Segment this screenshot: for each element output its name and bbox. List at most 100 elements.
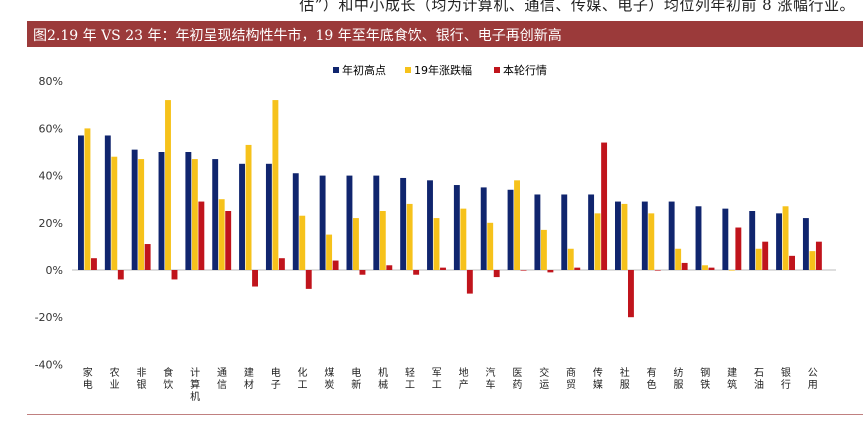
figure-title-banner: 图2.19 年 VS 23 年：年初呈现结构性牛市，19 年至年底食饮、银行、电…	[27, 21, 863, 47]
bar-1	[78, 135, 84, 270]
bar-2	[675, 248, 682, 270]
bar-2	[218, 199, 225, 270]
x-tick-char: 媒	[593, 379, 603, 391]
x-tick-label: 家电	[83, 366, 93, 391]
bar-1	[373, 175, 380, 270]
y-tick-label: 0%	[46, 264, 63, 277]
x-tick-char: 社	[620, 366, 630, 379]
x-tick-char: 贸	[566, 379, 576, 391]
x-tick-char: 服	[673, 379, 683, 391]
x-tick-char: 银	[781, 366, 791, 379]
bar-3	[628, 270, 634, 318]
bar-1	[641, 201, 648, 270]
figure-title: 图2.19 年 VS 23 年：年初呈现结构性牛市，19 年至年底食饮、银行、电…	[33, 28, 562, 44]
bar-3	[601, 142, 608, 270]
bar-3	[332, 260, 339, 270]
x-tick-label: 化工	[298, 366, 308, 391]
x-tick-label: 医药	[512, 367, 522, 391]
x-tick-char: 械	[378, 378, 388, 391]
bar-2	[245, 144, 252, 270]
x-tick-char: 工	[405, 380, 415, 391]
bar-1	[507, 189, 514, 270]
x-tick-label: 煤炭	[324, 366, 334, 391]
bar-2	[353, 218, 359, 270]
x-tick-label: 计算机	[190, 366, 200, 403]
legend-swatch-series-3	[494, 67, 500, 73]
x-tick-char: 用	[808, 380, 818, 391]
bar-2	[728, 270, 735, 271]
x-tick-char: 信	[217, 379, 227, 391]
x-tick-char: 钢	[700, 366, 710, 379]
x-tick-label: 交运	[539, 366, 549, 391]
bar-1	[588, 194, 595, 270]
bar-1	[185, 152, 192, 270]
bar-3	[789, 255, 795, 270]
bar-2	[540, 229, 547, 270]
bar-3	[305, 270, 312, 289]
bar-3	[252, 270, 258, 287]
x-tick-char: 电	[351, 366, 361, 379]
y-tick-label: 20%	[39, 217, 63, 230]
x-tick-char: 电	[271, 366, 281, 379]
x-tick-label: 机械	[378, 366, 388, 391]
x-tick-char: 地	[459, 366, 469, 379]
x-tick-label: 食饮	[163, 366, 173, 391]
legend-label-series-3: 本轮行情	[503, 64, 547, 77]
x-tick-label: 通信	[217, 367, 227, 391]
bar-3	[654, 270, 661, 271]
x-tick-char: 色	[647, 378, 657, 391]
bar-3	[440, 267, 446, 270]
x-tick-char: 建	[244, 366, 254, 379]
bar-2	[84, 128, 91, 270]
bar-3	[278, 258, 285, 270]
bottom-divider	[27, 414, 863, 415]
bar-2	[111, 156, 118, 270]
x-tick-label: 石油	[754, 368, 764, 391]
bar-1	[668, 201, 675, 270]
x-tick-char: 化	[298, 366, 308, 379]
bar-1	[695, 206, 702, 270]
bar-1	[453, 185, 460, 270]
bar-2	[567, 248, 574, 270]
x-tick-label: 轻工	[405, 366, 415, 391]
bar-3	[547, 270, 554, 273]
bar-1	[104, 135, 111, 270]
x-tick-char: 行	[781, 378, 791, 391]
x-tick-char: 农	[110, 366, 120, 379]
bar-3	[171, 270, 178, 280]
x-tick-char: 工	[298, 380, 308, 391]
legend-item-series-1: 年初高点	[333, 62, 386, 78]
x-tick-label: 农业	[110, 366, 120, 391]
x-tick-char: 运	[539, 379, 549, 391]
x-tick-char: 饮	[163, 378, 173, 391]
bar-1	[346, 175, 353, 270]
legend-swatch-series-1	[333, 67, 339, 73]
x-tick-char: 材	[244, 378, 254, 391]
y-tick-label: 40%	[39, 170, 63, 183]
legend-item-series-3: 本轮行情	[494, 62, 547, 78]
bar-2	[138, 159, 145, 270]
bar-3	[815, 241, 822, 270]
bar-2	[272, 100, 279, 270]
bar-2	[594, 213, 601, 270]
x-tick-char: 轻	[405, 366, 415, 379]
bar-1	[534, 194, 541, 270]
bar-1	[239, 163, 245, 270]
bar-3	[91, 258, 97, 270]
bar-1	[722, 208, 729, 270]
bar-3	[198, 201, 205, 270]
bar-2	[379, 211, 386, 270]
x-tick-label: 汽车	[486, 366, 496, 391]
x-tick-label: 电新	[351, 366, 361, 391]
bar-2	[433, 218, 440, 270]
x-tick-char: 汽	[486, 366, 496, 379]
x-tick-char: 算	[190, 378, 200, 391]
x-tick-label: 银行	[781, 366, 791, 391]
bar-1	[427, 180, 433, 270]
bar-2	[299, 215, 306, 270]
bar-1	[319, 175, 326, 270]
legend-item-series-2: 19年涨跌幅	[405, 62, 472, 78]
bar-3	[386, 265, 393, 270]
x-tick-char: 业	[110, 379, 120, 391]
bar-3	[117, 270, 124, 280]
